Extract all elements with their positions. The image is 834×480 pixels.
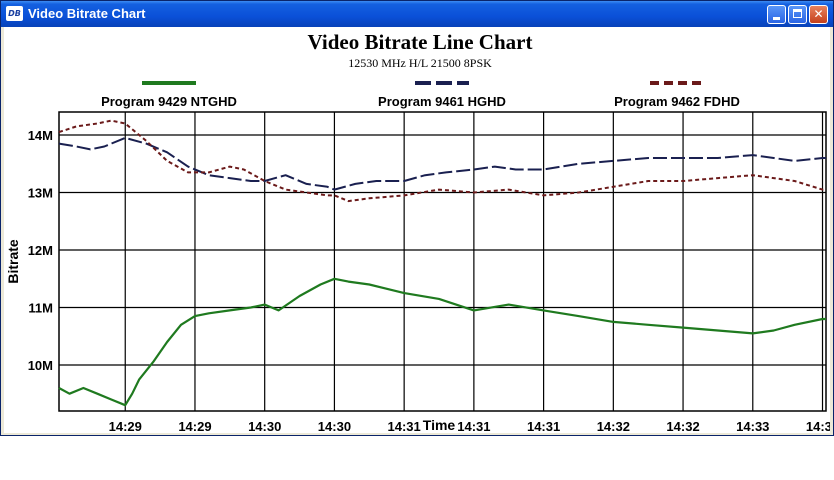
x-tick-label: 14:31: [388, 419, 421, 433]
close-icon: ✕: [813, 7, 824, 21]
series-line-3: [58, 119, 826, 203]
x-tick-label: 14:30: [248, 419, 281, 433]
maximize-icon: [793, 9, 802, 18]
app-icon: DB: [6, 6, 23, 21]
maximize-button[interactable]: [788, 5, 807, 24]
chart-title: Video Bitrate Line Chart: [308, 30, 533, 54]
y-tick-label: 10M: [28, 358, 53, 373]
legend-label-2: Program 9461 HGHD: [378, 94, 506, 109]
x-tick-label: 14:30: [318, 419, 351, 433]
x-tick-label: 14:33: [736, 419, 769, 433]
plot-frame: [58, 111, 827, 412]
x-tick-label: 14:29: [109, 419, 142, 433]
legend-label-1: Program 9429 NTGHD: [101, 94, 237, 109]
x-tick-label: 14:32: [666, 419, 699, 433]
chart-area: Video Bitrate Line Chart 12530 MHz H/L 21…: [4, 27, 830, 433]
series-line-1: [58, 277, 826, 407]
y-tick-label: 13M: [28, 186, 53, 201]
title-bar[interactable]: DB Video Bitrate Chart ✕: [1, 1, 833, 27]
series-line-2: [58, 136, 826, 191]
y-tick-label: 14M: [28, 128, 53, 143]
line-chart: Video Bitrate Line Chart 12530 MHz H/L 21…: [5, 30, 830, 433]
chart-subtitle: 12530 MHz H/L 21500 8PSK: [348, 56, 492, 70]
y-axis-label: Bitrate: [5, 239, 21, 284]
legend-label-3: Program 9462 FDHD: [614, 94, 740, 109]
chart-window: DB Video Bitrate Chart ✕ Video Bitrate L…: [0, 0, 834, 436]
x-tick-label: 14:32: [597, 419, 630, 433]
minimize-button[interactable]: [767, 5, 786, 24]
y-tick-label: 11M: [28, 301, 53, 316]
window-title: Video Bitrate Chart: [28, 6, 146, 21]
x-tick-label: 14:31: [457, 419, 490, 433]
x-tick-label: 14:33: [806, 419, 830, 433]
x-tick-label: 14:29: [178, 419, 211, 433]
x-tick-label: 14:31: [527, 419, 560, 433]
y-tick-label: 12M: [28, 243, 53, 258]
minimize-icon: [773, 17, 780, 20]
x-axis-label: Time: [423, 417, 456, 433]
close-button[interactable]: ✕: [809, 5, 828, 24]
